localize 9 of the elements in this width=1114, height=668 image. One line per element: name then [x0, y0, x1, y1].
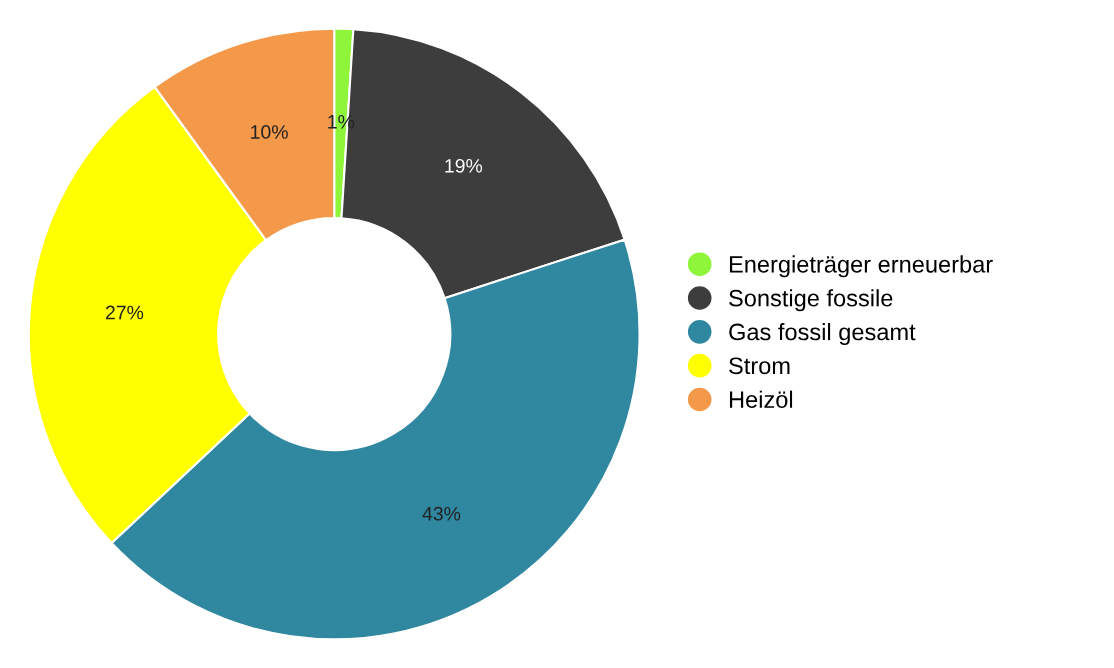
- legend-label: Energieträger erneuerbar: [729, 255, 993, 278]
- data-label: 43%: [422, 506, 461, 521]
- legend-label: Heizöl: [729, 390, 793, 408]
- data-label: 27%: [105, 305, 144, 320]
- legend-label: Sonstige fossile: [729, 289, 893, 312]
- legend-label: Gas fossil gesamt: [729, 323, 916, 346]
- legend-label: Strom: [729, 357, 790, 375]
- data-label: 19%: [445, 158, 483, 173]
- data-label: 10%: [251, 125, 288, 139]
